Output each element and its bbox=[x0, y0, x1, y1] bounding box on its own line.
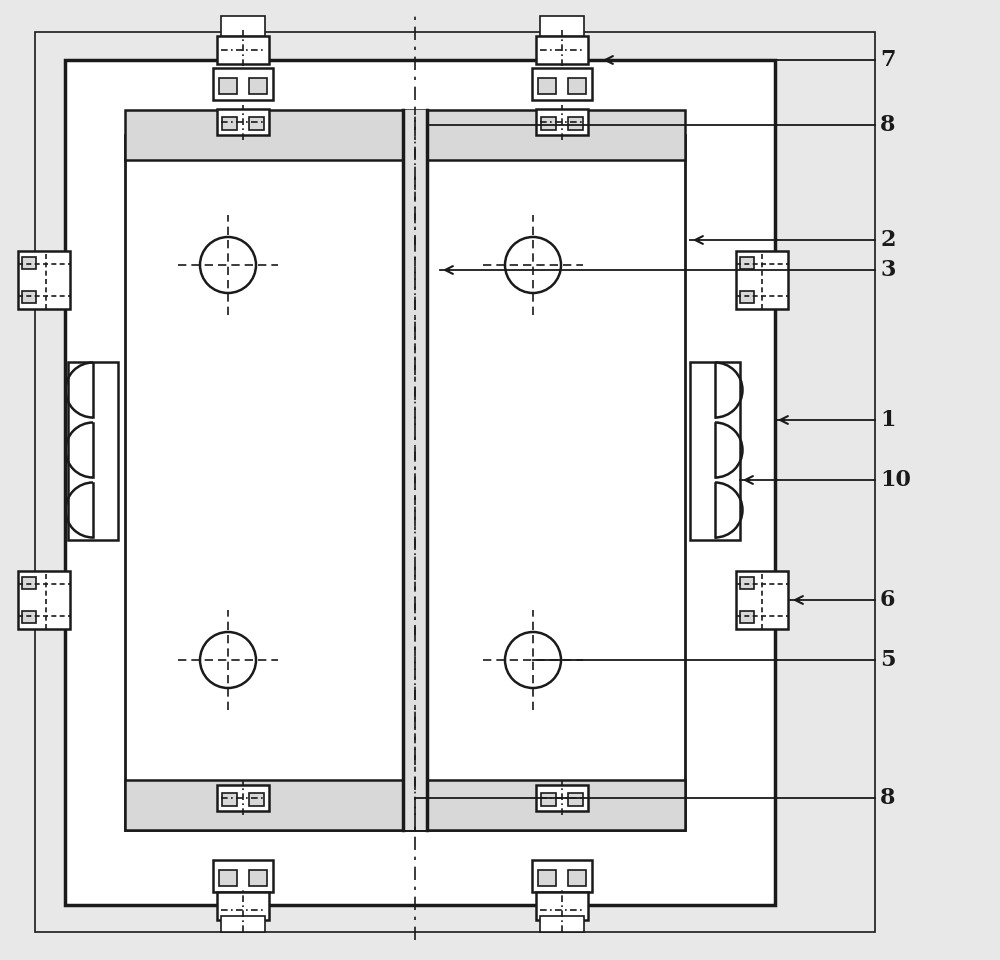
Bar bbox=[18, 571, 70, 629]
Bar bbox=[222, 117, 237, 130]
Bar bbox=[125, 135, 685, 830]
Text: 6: 6 bbox=[880, 589, 896, 611]
Text: 1: 1 bbox=[880, 409, 896, 431]
Bar bbox=[65, 60, 775, 905]
Bar bbox=[125, 780, 685, 830]
Circle shape bbox=[200, 632, 256, 688]
Bar bbox=[540, 916, 584, 932]
Bar bbox=[740, 291, 754, 303]
Bar bbox=[217, 785, 269, 811]
Bar bbox=[568, 78, 586, 94]
Bar bbox=[213, 68, 273, 100]
Bar bbox=[740, 611, 754, 623]
Bar bbox=[217, 109, 269, 135]
Bar bbox=[740, 257, 754, 269]
Text: 5: 5 bbox=[880, 649, 896, 671]
Bar bbox=[249, 870, 267, 886]
Bar bbox=[532, 860, 592, 892]
Bar bbox=[219, 78, 237, 94]
Bar bbox=[540, 16, 584, 36]
Bar bbox=[568, 870, 586, 886]
Bar bbox=[219, 870, 237, 886]
Bar bbox=[536, 36, 588, 64]
Bar bbox=[538, 870, 556, 886]
Bar bbox=[35, 32, 875, 932]
Text: 7: 7 bbox=[880, 49, 896, 71]
Bar bbox=[221, 16, 265, 36]
Bar bbox=[125, 110, 685, 160]
Bar bbox=[541, 793, 556, 806]
Bar bbox=[221, 916, 265, 932]
Bar bbox=[68, 362, 118, 540]
Bar bbox=[217, 36, 269, 64]
Bar bbox=[22, 577, 36, 589]
Bar bbox=[213, 860, 273, 892]
Bar bbox=[740, 577, 754, 589]
Text: 8: 8 bbox=[880, 114, 896, 136]
Bar bbox=[22, 611, 36, 623]
Bar bbox=[403, 110, 427, 830]
Bar bbox=[18, 251, 70, 309]
Text: 10: 10 bbox=[880, 469, 911, 491]
Bar bbox=[536, 785, 588, 811]
Bar bbox=[249, 793, 264, 806]
Circle shape bbox=[200, 237, 256, 293]
Bar bbox=[536, 109, 588, 135]
Text: 8: 8 bbox=[880, 787, 896, 809]
Bar bbox=[249, 117, 264, 130]
Bar bbox=[736, 251, 788, 309]
Bar bbox=[22, 257, 36, 269]
Bar bbox=[249, 78, 267, 94]
Bar bbox=[568, 117, 583, 130]
Bar bbox=[222, 793, 237, 806]
Bar bbox=[536, 892, 588, 920]
Text: 2: 2 bbox=[880, 229, 896, 251]
Bar bbox=[538, 78, 556, 94]
Bar bbox=[532, 68, 592, 100]
Bar bbox=[22, 291, 36, 303]
Bar bbox=[217, 892, 269, 920]
Bar bbox=[690, 362, 740, 540]
Circle shape bbox=[505, 632, 561, 688]
Bar bbox=[541, 117, 556, 130]
Circle shape bbox=[505, 237, 561, 293]
Bar bbox=[736, 571, 788, 629]
Bar bbox=[568, 793, 583, 806]
Text: 3: 3 bbox=[880, 259, 895, 281]
